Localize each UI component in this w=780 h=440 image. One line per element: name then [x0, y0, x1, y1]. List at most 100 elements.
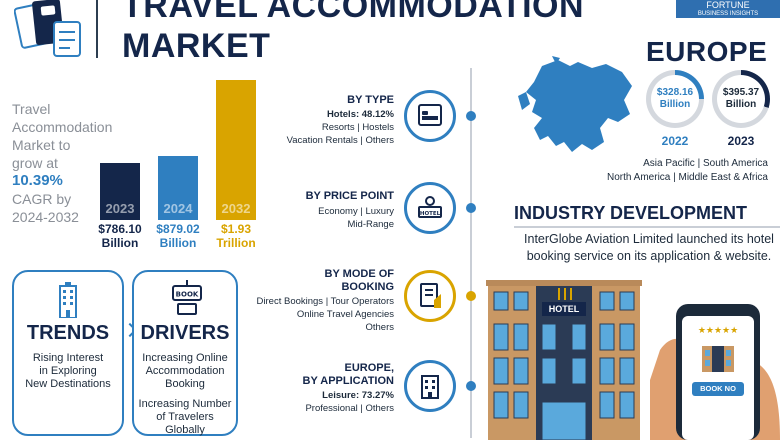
bar-category-label: 2023: [105, 201, 135, 216]
segment-badge-price: HOTEL: [404, 182, 456, 234]
segment-details-application: Leisure: 73.27% Professional | Others: [305, 389, 394, 415]
ring-label: $395.37 Billion: [717, 75, 765, 123]
segment-badge-type: [404, 90, 456, 142]
hotel-building-illustration: [486, 280, 642, 440]
drivers-card: BOOK DRIVERS Increasing Online Accommoda…: [132, 270, 238, 436]
hotel-sign-icon: HOTEL: [418, 196, 442, 218]
growth-line: CAGR by: [12, 191, 72, 207]
growth-line: grow at: [12, 155, 58, 171]
timeline-dot: [466, 111, 476, 121]
timeline-dot: [466, 381, 476, 391]
growth-line: Market to: [12, 137, 71, 153]
bar-value-label: $786.10 Billion: [98, 222, 142, 250]
europe-map-icon: [518, 56, 632, 152]
bar-2024: 2024: [158, 156, 198, 220]
skyscraper-icon: [59, 282, 77, 318]
trends-line: New Destinations: [25, 378, 111, 390]
segment-title-application: EUROPE, BY APPLICATION: [303, 362, 394, 388]
drivers-line: Globally: [165, 424, 205, 436]
segment-title-booking: BY MODE OF BOOKING: [325, 268, 394, 294]
book-now-button[interactable]: BOOK NO: [692, 382, 744, 396]
booking-document-icon: [420, 283, 441, 308]
segment-details-booking: Direct Bookings | Tour Operators Online …: [257, 295, 394, 334]
trends-title: TRENDS: [26, 322, 110, 344]
ring-unit: Billion: [659, 99, 691, 110]
segment-line: Others: [365, 322, 394, 333]
growth-line: Accommodation: [12, 119, 113, 135]
rating-stars: ★★★★★: [697, 326, 739, 336]
segment-badge-booking: [404, 270, 456, 322]
trends-description: Rising Interest in Exploring New Destina…: [14, 352, 122, 391]
bar-category-label: 2032: [221, 201, 251, 216]
segment-line: Online Travel Agencies: [296, 309, 394, 320]
phone-screen: ★★★★★ BOOK NO: [682, 316, 754, 440]
bar-2032: 2032: [216, 80, 256, 220]
drivers-line: of Travelers: [156, 411, 214, 423]
segment-title-type: BY TYPE: [347, 94, 394, 107]
bar-category-label: 2024: [163, 201, 193, 216]
segment-title-line: BY APPLICATION: [302, 375, 394, 387]
other-regions: Asia Pacific | South America North Ameri…: [607, 157, 768, 185]
industry-development-text: InterGlobe Aviation Limited launched its…: [524, 232, 774, 263]
segment-line: Vacation Rentals | Others: [286, 135, 394, 146]
trends-card: TRENDS Rising Interest in Exploring New …: [12, 270, 124, 436]
growth-summary: Travel Accommodation Market to grow at 1…: [12, 100, 112, 226]
svg-text:BOOK: BOOK: [176, 291, 199, 299]
trends-line: in Exploring: [39, 365, 97, 377]
segment-title-price: BY PRICE POINT: [306, 190, 394, 203]
drivers-item-1: Increasing Online Accommodation Booking: [134, 352, 236, 391]
bar-value-label: $879.02 Billion: [156, 222, 200, 250]
page-title-line2: MARKET: [122, 27, 271, 65]
bar-value-labels: $786.10 Billion $879.02 Billion $1.93 Trillio…: [92, 222, 272, 254]
drivers-item-2: Increasing Number of Travelers Globally: [134, 398, 236, 437]
segment-line: Professional | Others: [305, 403, 394, 414]
ring-year-2023: 2023: [727, 134, 755, 148]
europe-title: EUROPE: [646, 36, 768, 67]
industry-divider: [514, 226, 780, 228]
bar-value-label: $1.93 Trillion: [216, 222, 256, 250]
drivers-title: DRIVERS: [140, 322, 230, 344]
bed-icon: [418, 104, 442, 126]
timeline-dot: [466, 203, 476, 213]
segment-title-line: BY PRICE POINT: [305, 190, 394, 202]
header-divider: [96, 0, 98, 58]
ring-value: $328.16: [656, 87, 694, 98]
industry-development-title: INDUSTRY DEVELOPMENT: [514, 203, 748, 223]
regions-line: North America | Middle East & Africa: [607, 172, 768, 183]
hotel-sign-label: HOTEL: [548, 304, 580, 314]
segment-line: Mid-Range: [347, 219, 394, 230]
growth-line: 2024-2032: [12, 209, 79, 225]
drivers-line: Booking: [165, 378, 205, 390]
segment-title-line: BY MODE OF: [324, 268, 394, 280]
hotel-thumbnail-icon: [702, 346, 734, 372]
ring-unit: Billion: [725, 99, 757, 110]
brand-logo: FORTUNE BUSINESS INSIGHTS: [676, 0, 780, 18]
regions-line: Asia Pacific | South America: [643, 158, 768, 169]
drivers-line: Increasing Online: [142, 352, 228, 364]
segment-title-line: EUROPE,: [344, 362, 394, 374]
segment-line: Economy | Luxury: [318, 206, 394, 217]
ring-year-2022: 2022: [661, 134, 689, 148]
segment-title-line: BOOKING: [341, 281, 394, 293]
segment-highlight: Hotels: 48.12%: [326, 109, 394, 120]
logo-tagline: BUSINESS INSIGHTS: [697, 11, 759, 17]
drivers-line: Increasing Number: [138, 398, 232, 410]
europe-2023-ring: $395.37 Billion: [712, 70, 770, 128]
travel-documents-icon: [13, 0, 84, 60]
building-icon: [421, 375, 439, 399]
market-size-bar-chart: 2023 2024 2032: [92, 80, 272, 220]
page-title-line1: TRAVEL ACCOMMODATION: [122, 0, 585, 25]
segment-details-price: Economy | Luxury Mid-Range: [318, 205, 394, 231]
bar-2023: 2023: [100, 163, 140, 220]
segment-line: Resorts | Hostels: [321, 122, 394, 133]
drivers-line: Accommodation: [145, 365, 225, 377]
europe-2022-ring: $328.16 Billion: [646, 70, 704, 128]
trends-line: Rising Interest: [32, 352, 104, 364]
segment-details-type: Hotels: 48.12% Resorts | Hostels Vacatio…: [287, 108, 394, 147]
svg-text:HOTEL: HOTEL: [420, 211, 441, 217]
growth-line: Travel: [12, 101, 51, 117]
segment-badge-application: [404, 360, 456, 412]
smartphone: ★★★★★ BOOK NO: [676, 304, 760, 440]
segment-title-line: BY TYPE: [347, 94, 394, 106]
segment-highlight: Leisure: 73.27%: [322, 390, 394, 401]
